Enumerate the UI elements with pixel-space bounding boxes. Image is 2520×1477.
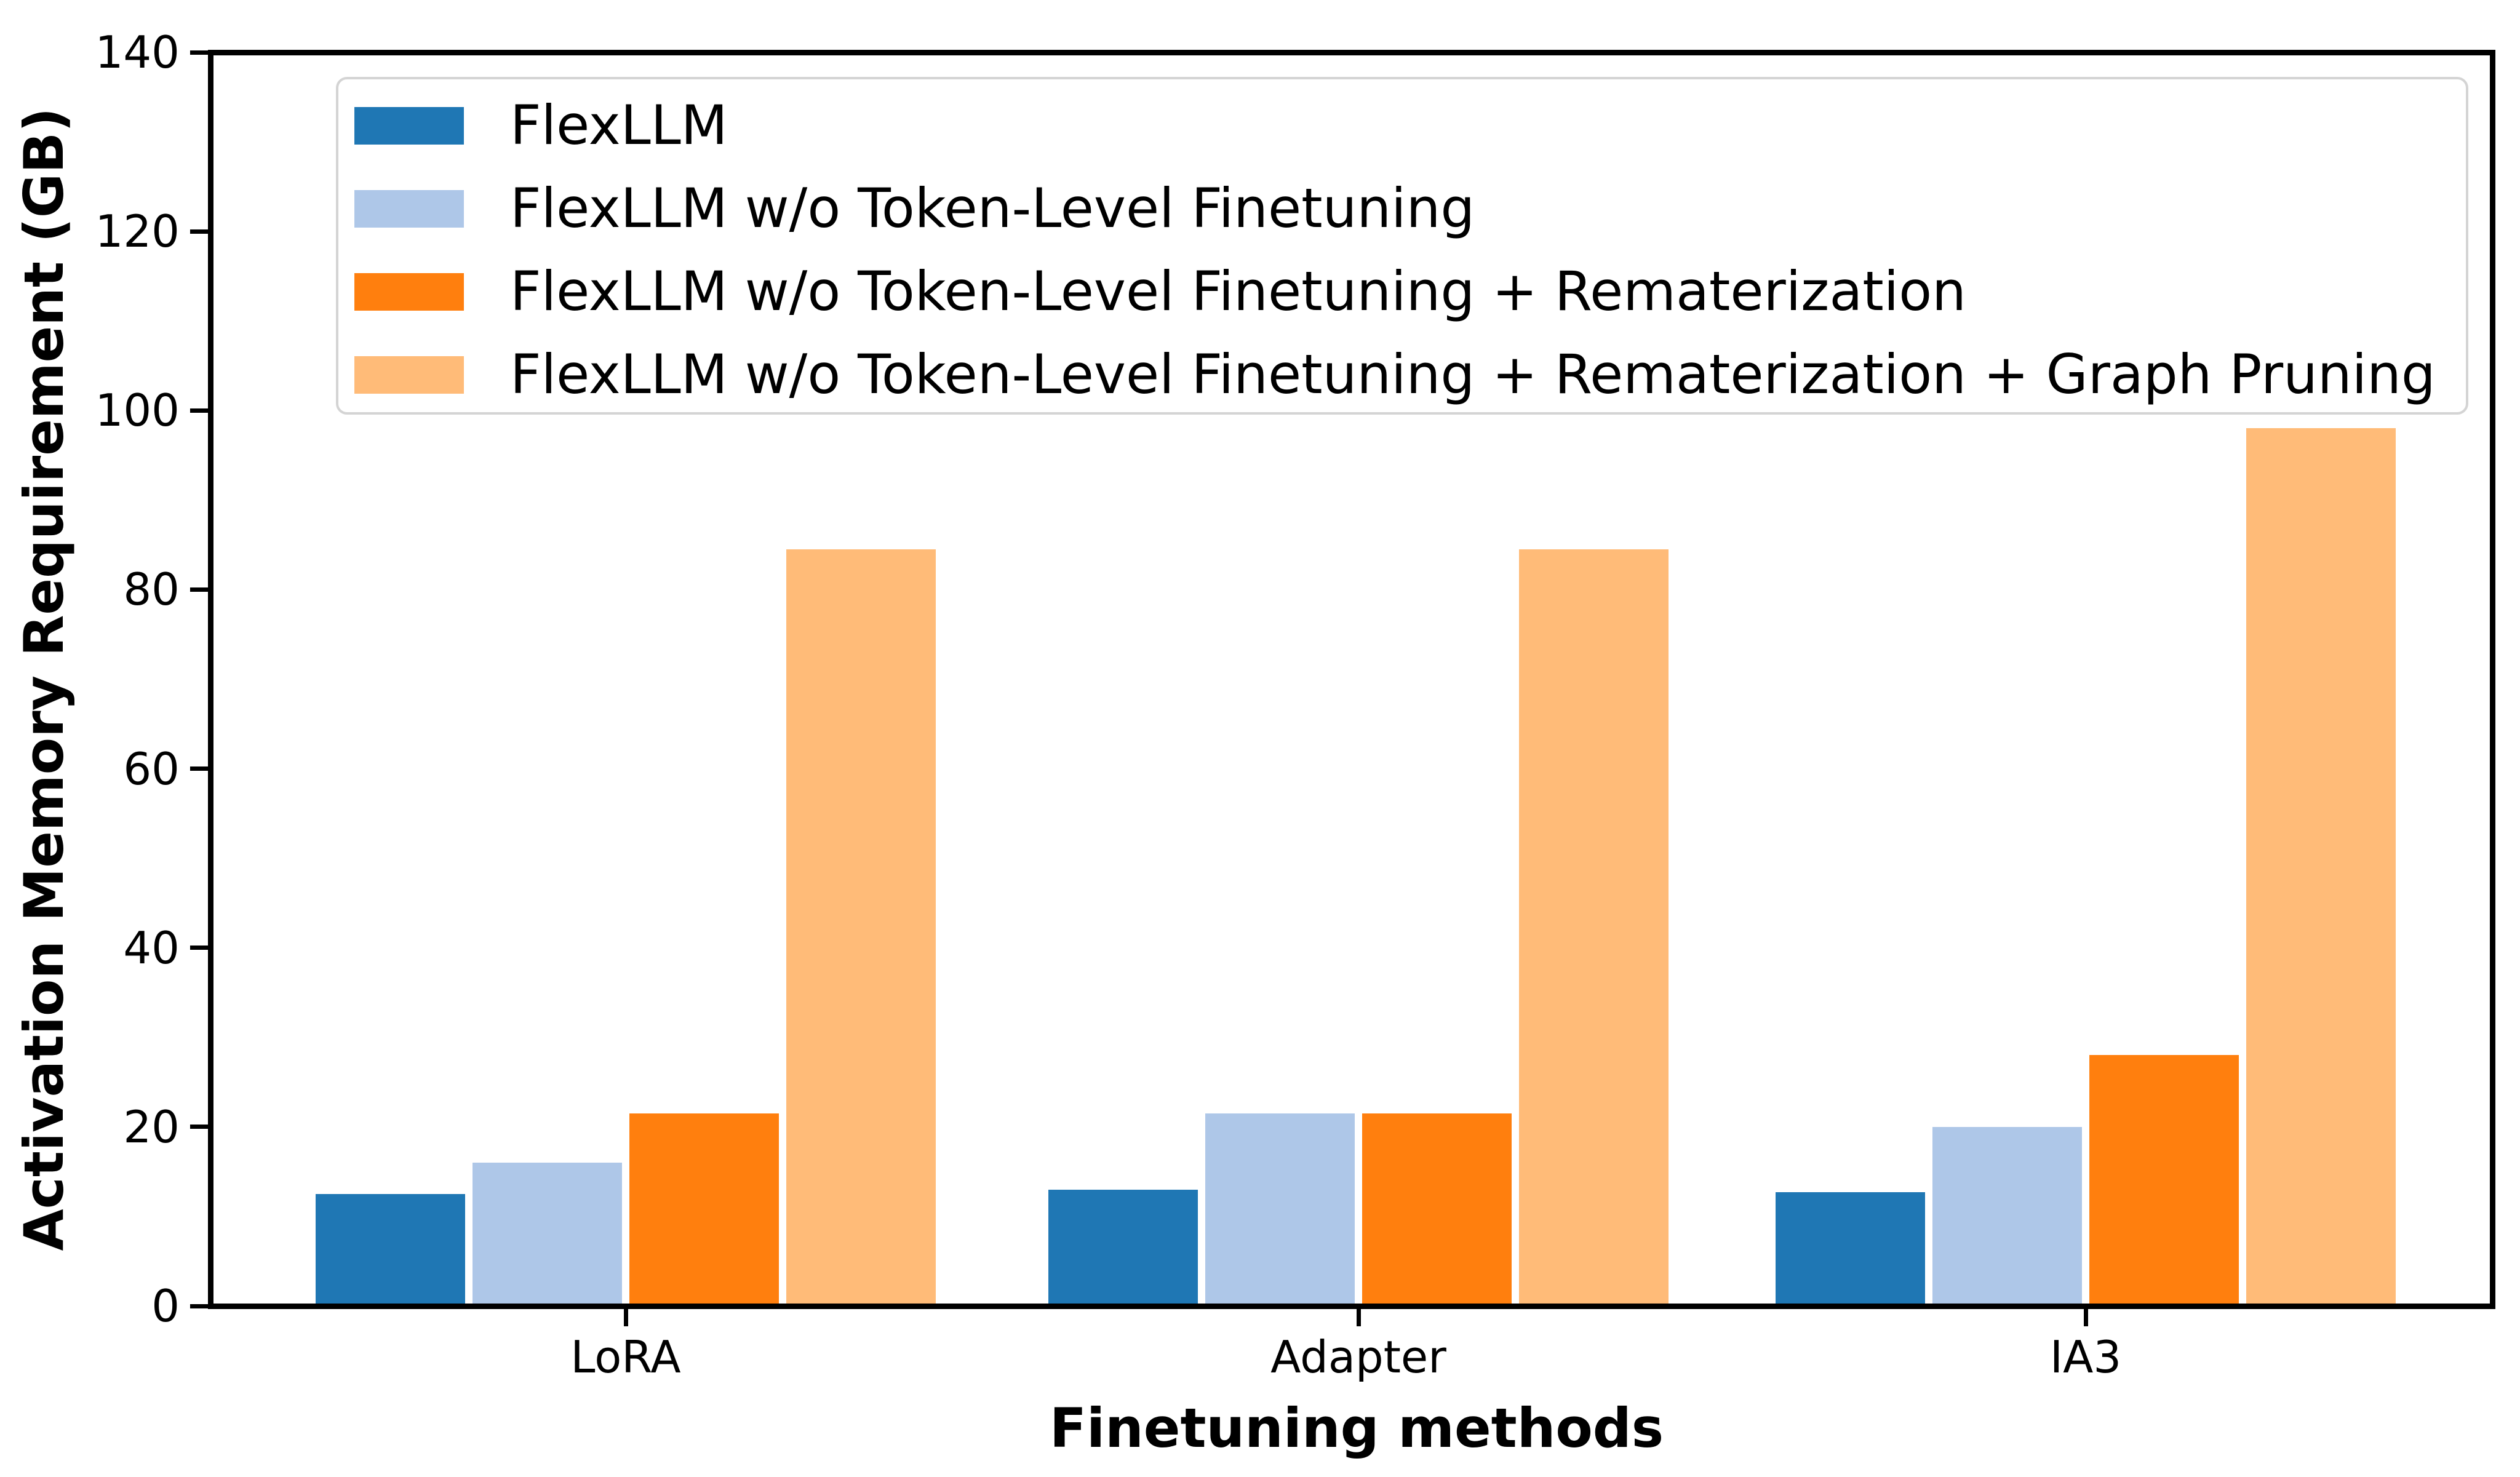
bar-ia3-series-0 [1776, 1192, 1925, 1304]
y-tick-mark-40 [190, 946, 208, 950]
bar-adapter-series-0 [1048, 1189, 1198, 1304]
legend-label: FlexLLM w/o Token-Level Finetuning [510, 177, 1475, 240]
bar-ia3-series-3 [2246, 428, 2396, 1304]
bar-adapter-series-1 [1205, 1113, 1355, 1304]
y-tick-mark-0 [190, 1304, 208, 1308]
legend-swatch-icon [354, 190, 464, 228]
bar-adapter-series-2 [1362, 1113, 1512, 1304]
y-tick-mark-60 [190, 766, 208, 771]
x-tick-mark-lora [623, 1308, 628, 1326]
y-tick-mark-80 [190, 587, 208, 592]
legend-label: FlexLLM w/o Token-Level Finetuning + Rem… [510, 343, 2436, 406]
y-tick-label-140: 140 [95, 26, 180, 78]
legend-label: FlexLLM w/o Token-Level Finetuning + Rem… [510, 260, 1966, 323]
y-tick-label-120: 120 [95, 205, 180, 258]
y-tick-label-80: 80 [123, 563, 180, 616]
bar-ia3-series-2 [2089, 1055, 2239, 1304]
y-tick-mark-100 [190, 408, 208, 413]
x-tick-label-ia3: IA3 [2049, 1331, 2122, 1383]
legend-item-3: FlexLLM w/o Token-Level Finetuning + Rem… [338, 344, 2466, 405]
y-tick-mark-120 [190, 229, 208, 234]
bar-ia3-series-1 [1932, 1126, 2082, 1304]
legend: FlexLLM FlexLLM w/o Token-Level Finetunin… [336, 77, 2468, 415]
x-tick-mark-adapter [1356, 1308, 1361, 1326]
legend-item-0: FlexLLM [338, 95, 2466, 156]
y-tick-mark-20 [190, 1125, 208, 1129]
legend-item-1: FlexLLM w/o Token-Level Finetuning [338, 178, 2466, 239]
x-axis-label: Finetuning methods [1049, 1396, 1664, 1460]
legend-swatch-icon [354, 273, 464, 311]
y-tick-label-100: 100 [95, 384, 180, 437]
bar-lora-series-3 [786, 549, 936, 1304]
y-tick-label-40: 40 [123, 922, 180, 974]
legend-item-2: FlexLLM w/o Token-Level Finetuning + Rem… [338, 261, 2466, 322]
y-tick-label-60: 60 [123, 742, 180, 795]
x-tick-label-adapter: Adapter [1270, 1331, 1446, 1383]
bar-lora-series-2 [629, 1113, 779, 1304]
legend-swatch-icon [354, 356, 464, 394]
y-tick-label-0: 0 [151, 1280, 180, 1332]
bar-lora-series-0 [316, 1194, 465, 1304]
x-tick-mark-ia3 [2083, 1308, 2088, 1326]
legend-swatch-icon [354, 107, 464, 145]
bar-adapter-series-3 [1519, 549, 1669, 1304]
y-axis-label: Activation Memory Requirement (GB) [12, 107, 76, 1251]
legend-label: FlexLLM [510, 94, 728, 157]
x-tick-label-lora: LoRA [570, 1331, 681, 1383]
y-tick-label-20: 20 [123, 1101, 180, 1153]
bar-lora-series-1 [472, 1163, 622, 1304]
y-tick-mark-140 [190, 50, 208, 55]
